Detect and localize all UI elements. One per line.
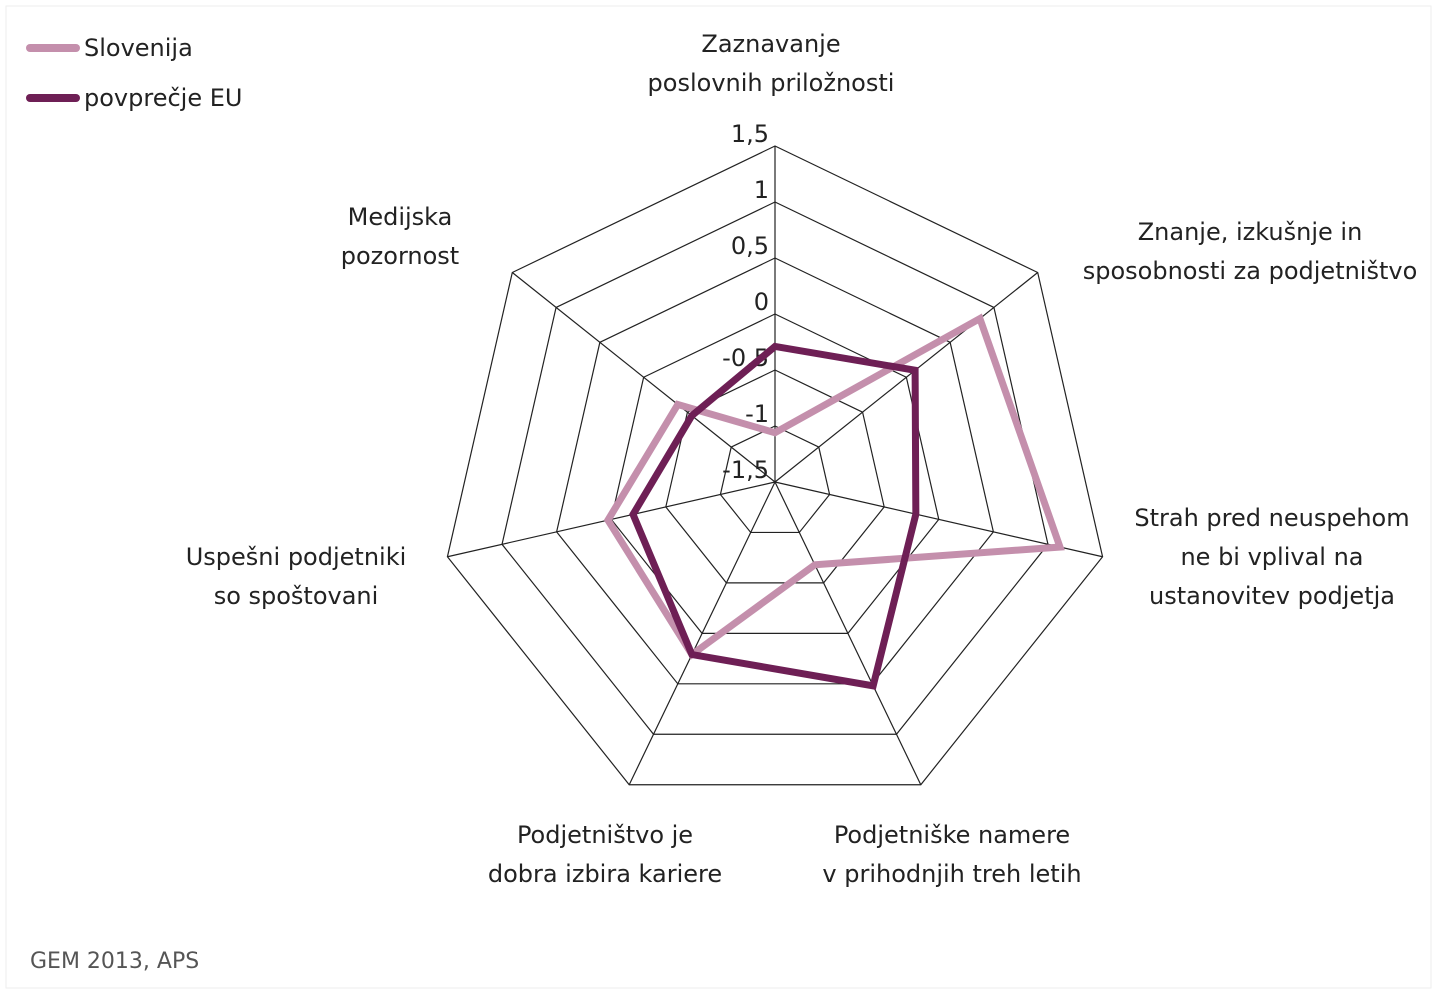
spoke (774, 481, 922, 785)
axis-label: Strah pred neuspehom ne bi vplival na usta… (1134, 504, 1409, 610)
axis-label: Znanje, izkušnje in sposobnosti za podjet… (1083, 218, 1418, 285)
grid-ring (501, 201, 1049, 735)
grid-ring (555, 257, 995, 685)
series-line (629, 342, 920, 690)
grid-ring (719, 425, 831, 534)
grid-ring (610, 313, 940, 634)
y-tick-label: -1,5 (722, 456, 769, 484)
y-tick-label: 0,5 (731, 232, 769, 260)
legend-label: Slovenija (84, 34, 193, 62)
frame (5, 5, 1432, 989)
axis-label: Uspešni podjetniki so spoštovani (186, 543, 407, 610)
series-line (603, 313, 1065, 660)
spoke (774, 481, 1103, 558)
axis-label: Podjetništvo je dobra izbira kariere (488, 821, 722, 888)
spoke (774, 272, 1039, 483)
legend-label: povprečje EU (84, 84, 242, 112)
y-tick-label: 1 (754, 176, 769, 204)
grid-ring (446, 145, 1104, 786)
axis-label: Medijska pozornost (341, 203, 459, 270)
spoke (511, 272, 776, 483)
axis-label: Zaznavanje poslovnih priložnosti (648, 30, 895, 97)
spoke (628, 481, 776, 785)
axis-label: Podjetniške namere v prihodnjih treh leti… (822, 821, 1081, 888)
y-tick-label: 0 (754, 288, 769, 316)
y-tick-label: -1 (745, 400, 769, 428)
y-tick-label: 1,5 (731, 120, 769, 148)
source: GEM 2013, APS (30, 949, 199, 974)
